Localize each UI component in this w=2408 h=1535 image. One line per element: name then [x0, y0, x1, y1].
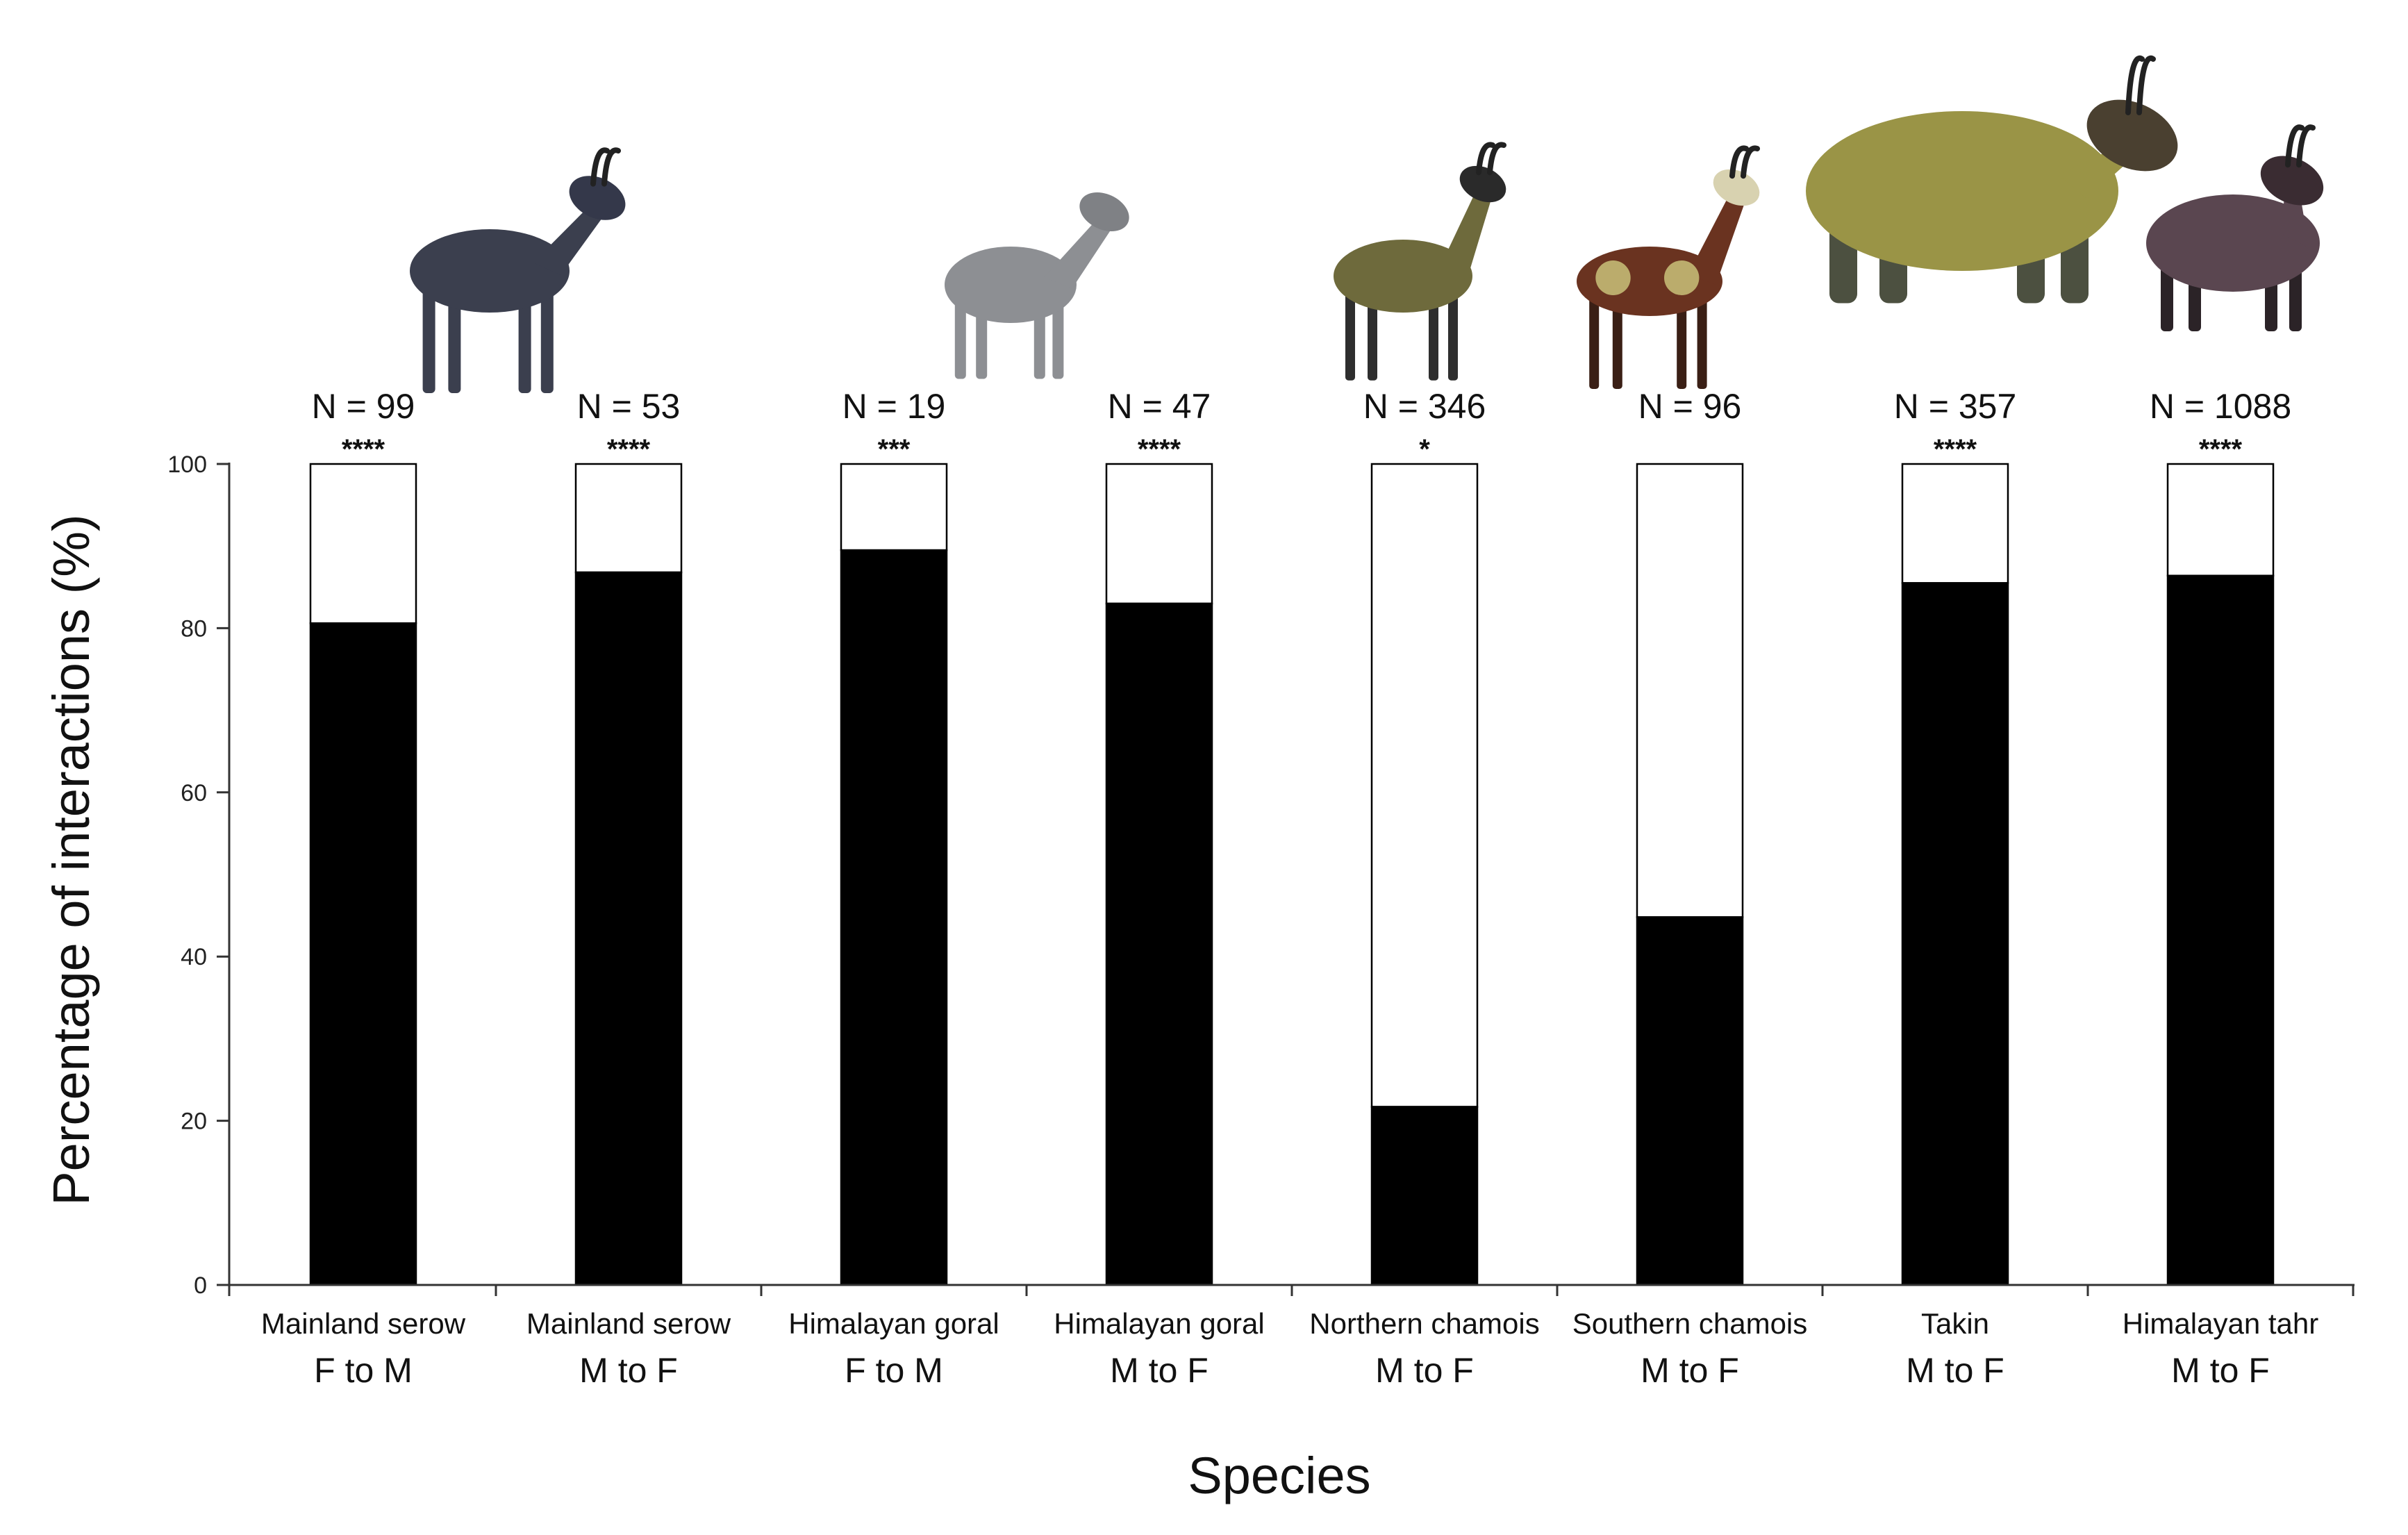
x-category-label: Southern chamois — [1572, 1307, 1808, 1340]
bar-black-segment — [841, 550, 947, 1285]
sample-size-label: N = 47 — [1108, 387, 1211, 426]
significance-label: **** — [342, 434, 385, 465]
x-category-label: Takin — [1921, 1307, 1989, 1340]
y-axis-title: Percentage of interactions (%) — [42, 514, 100, 1205]
significance-label: *** — [878, 434, 911, 465]
x-category-label: Himalayan goral — [788, 1307, 999, 1340]
serow-icon — [410, 150, 633, 393]
bar-black-segment — [1106, 604, 1212, 1285]
bar-black-segment — [2168, 576, 2273, 1285]
bar-white-segment — [1637, 464, 1743, 917]
x-direction-label: F to M — [845, 1351, 943, 1390]
x-category-label: Mainland serow — [526, 1307, 731, 1340]
sample-size-label: N = 1088 — [2150, 387, 2291, 426]
sample-size-label: N = 346 — [1363, 387, 1486, 426]
bar-black-segment — [576, 572, 681, 1285]
takin-icon — [1806, 58, 2189, 304]
bar-white-segment — [576, 464, 681, 572]
bar-black-segment — [310, 623, 416, 1285]
sample-size-label: N = 357 — [1894, 387, 2017, 426]
x-category-label: Himalayan tahr — [2123, 1307, 2318, 1340]
bar-white-segment — [1902, 464, 2008, 583]
x-direction-label: F to M — [314, 1351, 413, 1390]
northern-chamois-icon — [1334, 144, 1512, 380]
bar-white-segment — [2168, 464, 2273, 576]
x-axis-title: Species — [1188, 1447, 1370, 1504]
bar-black-segment — [1637, 917, 1743, 1285]
bar-black-segment — [1902, 583, 2008, 1285]
sample-size-label: N = 96 — [1638, 387, 1742, 426]
x-direction-label: M to F — [1641, 1351, 1739, 1390]
axes: 0 20 40 60 80 100 — [167, 451, 2355, 1299]
significance-label: **** — [1138, 434, 1181, 465]
y-tick-label: 40 — [181, 944, 207, 970]
sample-size-label: N = 19 — [842, 387, 946, 426]
bar-white-segment — [1372, 464, 1477, 1107]
y-tick-label: 20 — [181, 1109, 207, 1135]
bar-white-segment — [841, 464, 947, 550]
goral-icon — [945, 185, 1136, 379]
bar-white-segment — [1106, 464, 1212, 604]
x-category-label: Mainland serow — [261, 1307, 466, 1340]
x-category-label: Northern chamois — [1309, 1307, 1539, 1340]
significance-label: * — [1419, 434, 1430, 465]
x-direction-label: M to F — [579, 1351, 678, 1390]
x-category-label: Himalayan goral — [1054, 1307, 1264, 1340]
species-illustrations — [410, 58, 2332, 393]
sample-size-label: N = 99 — [312, 387, 415, 426]
bar-white-segment — [310, 464, 416, 623]
significance-label: **** — [607, 434, 651, 465]
x-direction-label: M to F — [1110, 1351, 1209, 1390]
x-direction-label: M to F — [1906, 1351, 2004, 1390]
chart: 020406080100 N = 99****Mainland serowF t… — [0, 0, 2408, 1535]
y-tick-label: 60 — [181, 780, 207, 806]
x-direction-label: M to F — [2171, 1351, 2270, 1390]
significance-label: **** — [2199, 434, 2243, 465]
sample-size-label: N = 53 — [577, 387, 681, 426]
y-tick-label: 80 — [181, 615, 207, 642]
x-direction-label: M to F — [1375, 1351, 1474, 1390]
southern-chamois-icon — [1577, 148, 1766, 389]
bars — [310, 464, 2273, 1285]
y-tick-label: 100 — [167, 451, 207, 478]
y-tick-label: 0 — [194, 1272, 207, 1299]
significance-label: **** — [1934, 434, 1977, 465]
bar-black-segment — [1372, 1107, 1477, 1285]
